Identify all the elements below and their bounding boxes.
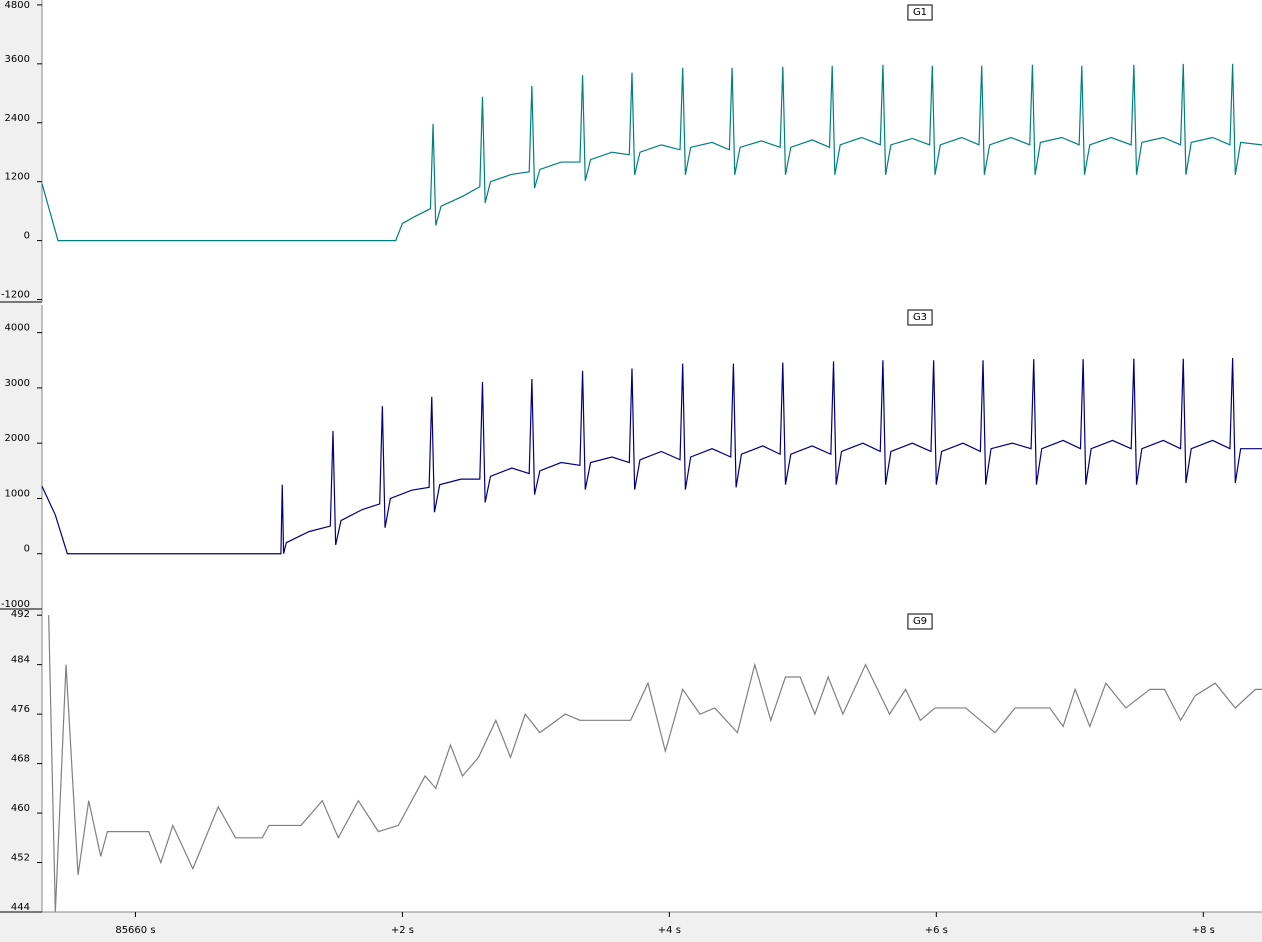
line-series	[48, 615, 1262, 913]
x-tick-label: +4 s	[658, 925, 681, 936]
y-tick-label: 1200	[5, 172, 30, 183]
x-tick-label: +8 s	[1192, 925, 1215, 936]
y-tick-label: 484	[11, 655, 30, 666]
panel-title-box	[907, 613, 933, 630]
y-tick-label: 0	[24, 231, 30, 242]
y-tick-label: 3600	[5, 54, 30, 65]
y-tick-label: 452	[11, 853, 30, 864]
y-tick-label: 476	[11, 704, 30, 715]
y-tick-label: 1000	[5, 488, 30, 499]
y-tick-label: -1000	[1, 599, 30, 610]
line-series	[41, 63, 1262, 242]
x-tick-label: 85660 s	[115, 925, 155, 936]
y-tick-label: -1200	[1, 290, 30, 301]
panel-title: G1	[913, 7, 927, 18]
y-tick-label: 0	[24, 544, 30, 555]
y-tick-label: 492	[11, 609, 30, 620]
y-tick-label: 460	[11, 803, 30, 814]
x-tick-label: +6 s	[925, 925, 948, 936]
panel-title: G9	[913, 616, 927, 627]
y-tick-label: 4000	[5, 323, 30, 334]
panel-title-box	[907, 309, 933, 326]
x-tick-label: +2 s	[391, 925, 414, 936]
y-tick-label: 4800	[5, 0, 30, 11]
y-tick-label: 468	[11, 754, 30, 765]
y-tick-label: 3000	[5, 378, 30, 389]
plot-area	[42, 0, 1262, 912]
panel-title: G3	[913, 312, 927, 323]
panel-title-box	[907, 4, 933, 21]
y-tick-label: 444	[11, 902, 30, 913]
y-tick-label: 2000	[5, 433, 30, 444]
y-tick-label: 2400	[5, 113, 30, 124]
line-series	[41, 358, 1262, 555]
